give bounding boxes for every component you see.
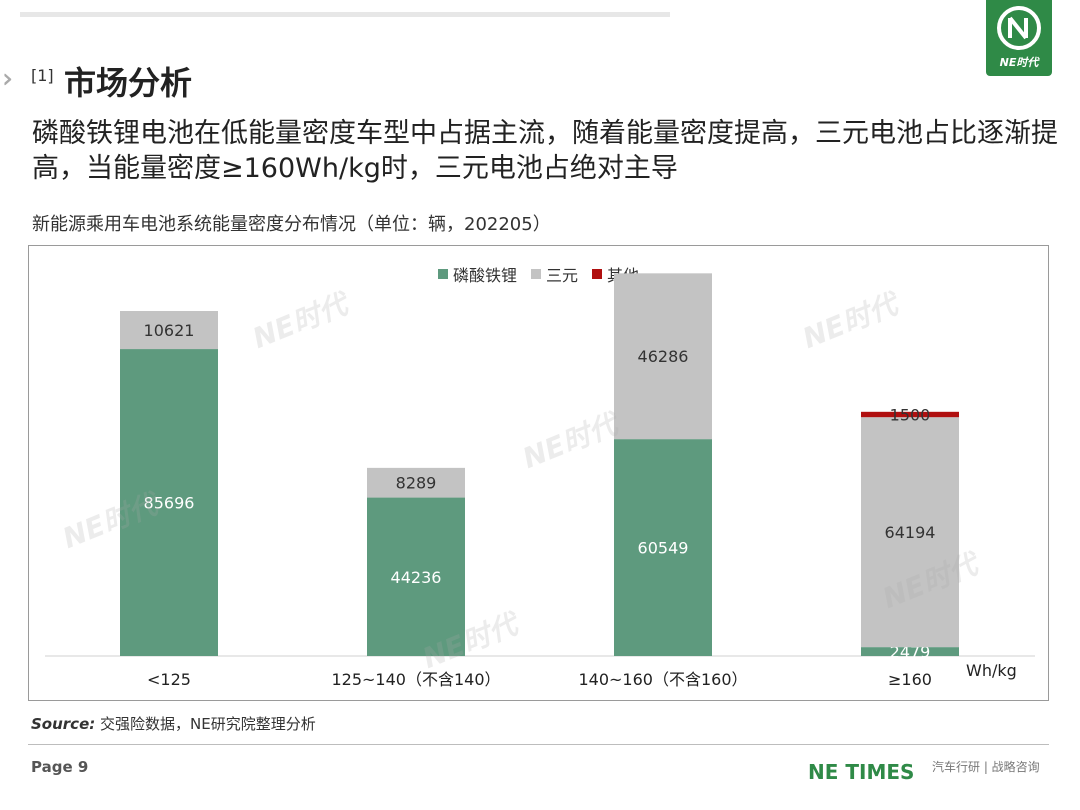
ne-times-logo: NE时代 <box>986 0 1052 76</box>
x-tick-label: <125 <box>147 670 191 689</box>
chart-title: 新能源乘用车电池系统能量密度分布情况（单位：辆，202205） <box>32 214 551 235</box>
legend-label-ncm: 三元 <box>546 266 579 285</box>
bar-segment-三元-1 <box>367 467 465 498</box>
page-number: Page 9 <box>31 758 89 776</box>
chart-frame <box>28 245 1049 701</box>
footer-tagline: 汽车行研 | 战略咨询 <box>932 760 1040 774</box>
data-label: 46286 <box>638 347 689 366</box>
logo-text: NE时代 <box>999 56 1039 69</box>
legend-label-lfp: 磷酸铁锂 <box>453 266 518 285</box>
bar-segment-磷酸铁锂-0 <box>120 349 218 656</box>
source-text: 交强险数据，NE研究院整理分析 <box>95 715 316 733</box>
section-number: [1] <box>31 66 54 85</box>
data-label: 1500 <box>890 406 931 425</box>
legend-swatch-lfp <box>438 269 448 279</box>
legend-swatch-ncm <box>531 269 542 279</box>
footer-divider <box>28 744 1049 745</box>
headline: 磷酸铁锂电池在低能量密度车型中占据主流，随着能量密度提高，三元电池占比逐渐提高，… <box>32 118 1058 184</box>
data-label: 8289 <box>396 474 437 493</box>
x-tick-label: ≥160 <box>888 670 932 689</box>
source-label: Source: <box>31 715 96 733</box>
bar-segment-磷酸铁锂-3 <box>861 647 959 656</box>
bar-segment-其他-3 <box>861 411 959 418</box>
bar-segment-磷酸铁锂-1 <box>367 497 465 656</box>
legend-swatch-other <box>592 269 603 279</box>
footer-brand: NE TIMES <box>808 760 915 784</box>
data-label: 60549 <box>638 539 689 558</box>
bar-segment-三元-0 <box>120 311 218 350</box>
x-axis-unit: Wh/kg <box>966 661 1017 680</box>
bar-segment-三元-3 <box>861 417 959 648</box>
bar-segment-三元-2 <box>614 273 712 440</box>
section-title: 市场分析 <box>64 64 193 102</box>
legend-item-ncm: 三元 <box>531 262 578 286</box>
top-decor-bar <box>20 12 670 17</box>
x-tick-label: 140~160（不含160） <box>578 670 747 689</box>
data-label: 10621 <box>144 321 195 340</box>
source-note: Source: 交强险数据，NE研究院整理分析 <box>31 713 316 734</box>
x-tick-label: 125~140（不含140） <box>331 670 500 689</box>
bar-segment-磷酸铁锂-2 <box>614 439 712 656</box>
data-label: 85696 <box>144 494 195 513</box>
data-label: 44236 <box>391 568 442 587</box>
data-label: 64194 <box>885 523 936 542</box>
data-label: 2479 <box>890 643 931 662</box>
legend-item-lfp: 磷酸铁锂 <box>438 262 517 286</box>
